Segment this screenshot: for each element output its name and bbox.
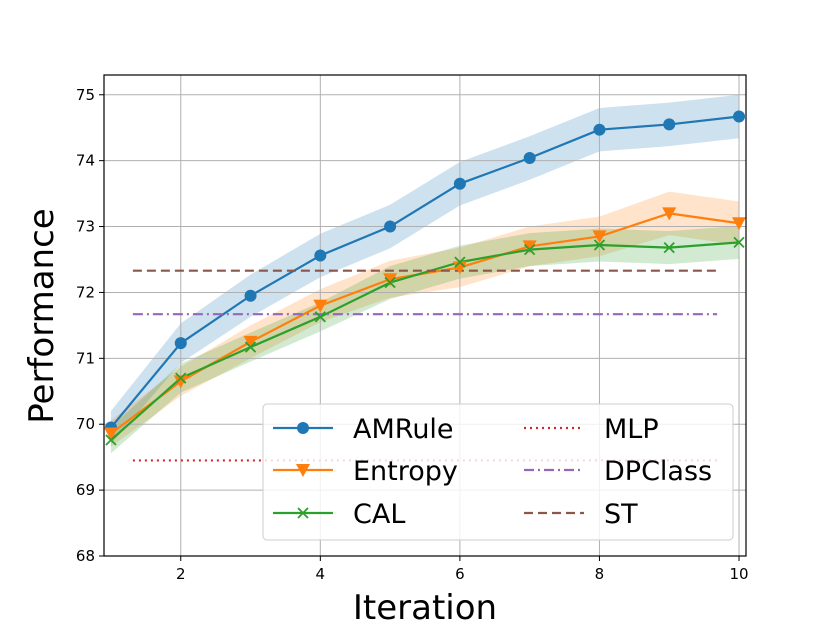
y-tick-label-70: 70 xyxy=(76,415,95,433)
y-tick-label-68: 68 xyxy=(76,547,95,565)
x-tick-label-10: 10 xyxy=(729,565,748,583)
entropy-point-10 xyxy=(732,217,747,231)
cal-point-3 xyxy=(244,341,257,353)
amrule-point-8 xyxy=(593,123,606,136)
y-tick-label-74: 74 xyxy=(76,152,95,170)
cal-point-6 xyxy=(454,256,466,268)
x-tick-label-4: 4 xyxy=(316,565,326,583)
plot-frame xyxy=(103,74,747,557)
cal-point-7 xyxy=(524,243,536,256)
legend-amrule-marker xyxy=(297,422,309,434)
entropy-point-8 xyxy=(592,230,607,244)
amrule-point-9 xyxy=(663,118,676,131)
cal-point-1 xyxy=(105,434,117,446)
amrule-point-10 xyxy=(733,110,746,123)
legend-st-label: ST xyxy=(604,499,638,530)
legend-mlp-label: MLP xyxy=(604,414,659,445)
legend-cal-marker xyxy=(297,507,309,519)
amrule-line xyxy=(110,115,740,429)
y-axis-title: Performance xyxy=(22,208,62,423)
entropy-point-2 xyxy=(173,375,188,389)
legend-amrule-label: AMRule xyxy=(353,414,454,445)
cal-point-8 xyxy=(593,239,606,251)
y-tick-label-73: 73 xyxy=(76,218,95,236)
legend-entropy-marker xyxy=(296,464,310,477)
legend: AMRule Entropy CAL MLP DPClass ST xyxy=(262,403,734,541)
y-tick-label-72: 72 xyxy=(76,283,95,301)
entropy-point-7 xyxy=(522,240,537,254)
amrule-point-2 xyxy=(174,337,187,350)
entropy-point-1 xyxy=(103,427,118,441)
legend-dpclass-label: DPClass xyxy=(604,456,712,487)
amrule-point-6 xyxy=(453,177,466,190)
x-tick-label-2: 2 xyxy=(176,565,186,583)
cal-point-10 xyxy=(733,236,745,248)
x-tick-label-6: 6 xyxy=(455,565,465,583)
entropy-point-3 xyxy=(243,335,258,349)
series-markers xyxy=(103,110,747,446)
cal-point-2 xyxy=(175,372,187,384)
cal-point-4 xyxy=(314,311,326,323)
cal-point-5 xyxy=(384,276,396,289)
entropy-point-4 xyxy=(313,299,328,313)
y-tick-label-71: 71 xyxy=(76,349,95,367)
x-tick-label-8: 8 xyxy=(595,565,605,583)
amrule-band xyxy=(110,94,740,444)
legend-box xyxy=(262,403,734,541)
legend-cal-label: CAL xyxy=(353,499,405,530)
x-axis-title: Iteration xyxy=(353,588,497,623)
cal-line xyxy=(110,241,740,441)
y-tick-label-69: 69 xyxy=(76,481,95,499)
amrule-point-5 xyxy=(384,220,397,233)
entropy-band xyxy=(110,191,740,447)
entropy-point-9 xyxy=(662,207,677,221)
y-tick-label-75: 75 xyxy=(76,86,95,104)
amrule-point-3 xyxy=(244,289,257,302)
amrule-point-7 xyxy=(523,152,536,165)
entropy-point-5 xyxy=(383,273,398,287)
cal-point-9 xyxy=(663,241,675,254)
legend-entropy-label: Entropy xyxy=(353,456,458,487)
amrule-point-4 xyxy=(314,249,327,262)
